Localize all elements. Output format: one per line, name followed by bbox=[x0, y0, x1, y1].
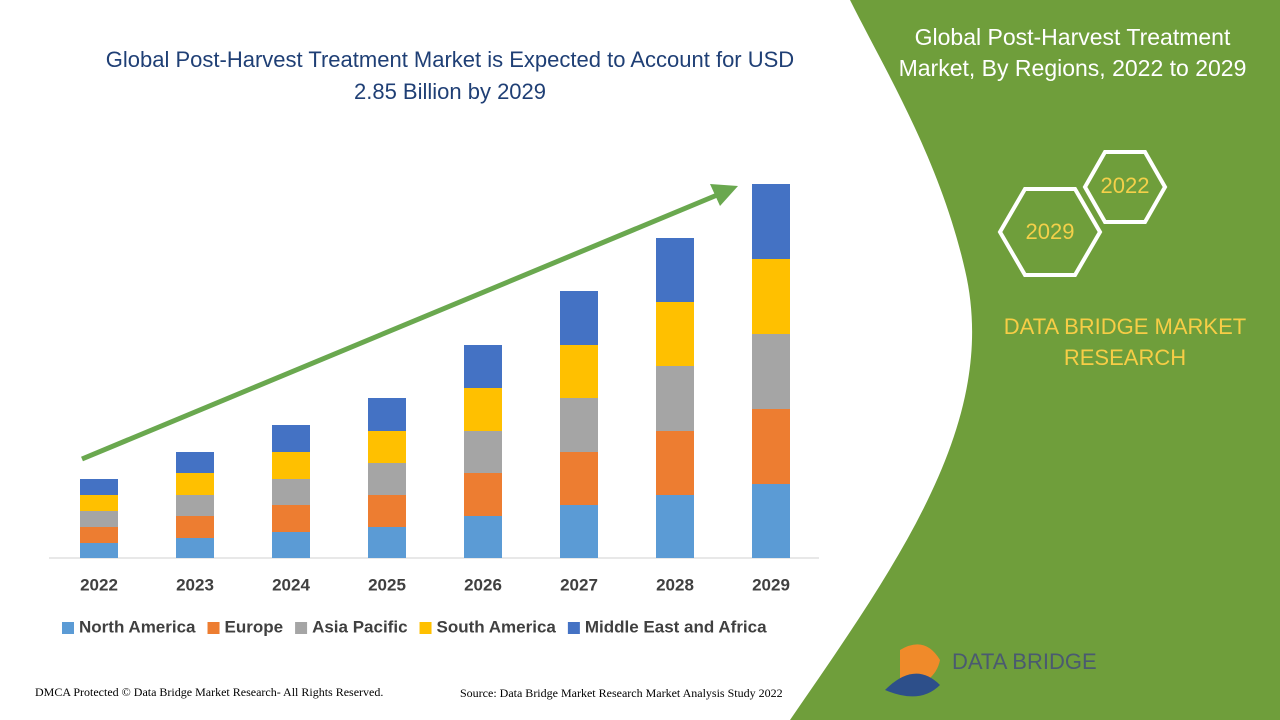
x-tick-label: 2027 bbox=[560, 575, 598, 594]
bar-segment bbox=[656, 302, 694, 366]
bar-segment bbox=[560, 505, 598, 558]
x-tick-label: 2026 bbox=[464, 575, 502, 594]
x-tick-label: 2028 bbox=[656, 575, 694, 594]
legend-label: Middle East and Africa bbox=[585, 617, 767, 636]
x-tick-label: 2024 bbox=[272, 575, 310, 594]
logo-text: DATA BRIDGE bbox=[952, 649, 1097, 674]
bar-segment bbox=[272, 505, 310, 532]
legend-swatch bbox=[295, 622, 308, 634]
bar-segment bbox=[464, 431, 502, 473]
bar-segment bbox=[176, 516, 214, 538]
arrow-head bbox=[710, 184, 738, 206]
bar-segment bbox=[176, 495, 214, 516]
brand: DATA BRIDGE MARKET RESEARCH bbox=[1003, 314, 1247, 370]
green-panel bbox=[790, 0, 1280, 720]
bar-segment bbox=[368, 431, 406, 463]
x-tick-label: 2023 bbox=[176, 575, 214, 594]
bar-segment bbox=[176, 473, 214, 495]
bar-segment bbox=[80, 479, 118, 495]
bar-segment bbox=[272, 532, 310, 558]
bar-segment bbox=[560, 345, 598, 398]
bar-segment bbox=[80, 495, 118, 511]
bar-segment bbox=[752, 409, 790, 484]
bar-segment bbox=[272, 452, 310, 479]
trend-arrow bbox=[81, 190, 723, 462]
x-tick-label: 2029 bbox=[752, 575, 790, 594]
legend-label: North America bbox=[79, 617, 196, 636]
bar-segment bbox=[560, 452, 598, 505]
bar-segment bbox=[272, 479, 310, 505]
legend-label: Europe bbox=[225, 617, 284, 636]
bar-segment bbox=[656, 366, 694, 431]
bar-segment bbox=[80, 527, 118, 543]
bar-segment bbox=[752, 259, 790, 334]
bar-segment bbox=[176, 538, 214, 558]
bar-segment bbox=[752, 184, 790, 259]
bar-segment bbox=[752, 334, 790, 409]
bar-segment bbox=[464, 388, 502, 431]
bar-segment bbox=[656, 238, 694, 302]
copyright: DMCA Protected © Data Bridge Market Rese… bbox=[35, 685, 383, 699]
legend-swatch bbox=[419, 622, 432, 634]
bar-segment bbox=[656, 495, 694, 558]
bar-segment bbox=[464, 345, 502, 388]
legend-swatch bbox=[567, 622, 580, 634]
logo-mark bbox=[885, 673, 940, 697]
hexagon bbox=[997, 187, 1103, 277]
panel-title: Global Post-Harvest Treatment Market, By… bbox=[898, 24, 1247, 81]
bar-segment bbox=[368, 463, 406, 495]
bar-segment bbox=[176, 452, 214, 473]
legend-label: South America bbox=[437, 617, 557, 636]
source: Source: Data Bridge Market Research Mark… bbox=[460, 686, 783, 700]
bar-segment bbox=[368, 527, 406, 558]
legend-label: Asia Pacific bbox=[312, 617, 407, 636]
bar-segment bbox=[560, 398, 598, 452]
x-tick-label: 2022 bbox=[80, 575, 118, 594]
bar-segment bbox=[368, 398, 406, 431]
bar-segment bbox=[464, 473, 502, 516]
bar-segment bbox=[656, 431, 694, 495]
bar-segment bbox=[80, 511, 118, 527]
bar-segment bbox=[272, 425, 310, 452]
bar-segment bbox=[560, 291, 598, 345]
bar-segment bbox=[80, 543, 118, 558]
hex-year: 2029 bbox=[1026, 219, 1075, 244]
legend-swatch bbox=[62, 622, 74, 634]
legend-swatch bbox=[207, 622, 220, 634]
chart-title: Global Post-Harvest Treatment Market is … bbox=[105, 47, 795, 104]
hex-year: 2022 bbox=[1101, 173, 1150, 198]
x-tick-label: 2025 bbox=[368, 575, 406, 594]
bar-segment bbox=[368, 495, 406, 527]
bar-segment bbox=[464, 516, 502, 558]
hexagon bbox=[1082, 150, 1168, 224]
bar-segment bbox=[752, 484, 790, 558]
